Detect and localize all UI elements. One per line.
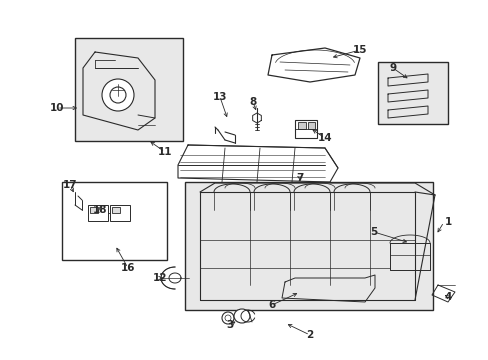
Bar [297,122,305,129]
Bar [75,38,183,141]
Bar [62,182,167,260]
Text: 6: 6 [268,300,275,310]
Text: 17: 17 [62,180,77,190]
Text: 5: 5 [369,227,377,237]
Text: 4: 4 [444,292,451,302]
Text: 7: 7 [296,173,303,183]
Text: 15: 15 [352,45,366,55]
Ellipse shape [222,312,234,324]
Ellipse shape [110,87,126,103]
Bar [110,205,130,221]
Text: 16: 16 [121,263,135,273]
Bar [112,207,120,213]
Ellipse shape [234,309,249,323]
Text: 9: 9 [388,63,396,73]
Ellipse shape [224,315,230,321]
Bar [90,207,98,213]
Text: 18: 18 [93,205,107,215]
Bar [88,205,108,221]
Bar [307,122,314,129]
Text: 3: 3 [226,320,233,330]
Text: 2: 2 [306,330,313,340]
Ellipse shape [102,79,134,111]
Text: 14: 14 [317,133,332,143]
Bar [377,62,447,124]
Text: 10: 10 [50,103,64,113]
Text: 8: 8 [249,97,256,107]
Text: 11: 11 [158,147,172,157]
Text: 1: 1 [444,217,451,227]
Text: 13: 13 [212,92,227,102]
Bar [184,182,432,310]
Text: 12: 12 [152,273,167,283]
Bar [294,120,316,138]
